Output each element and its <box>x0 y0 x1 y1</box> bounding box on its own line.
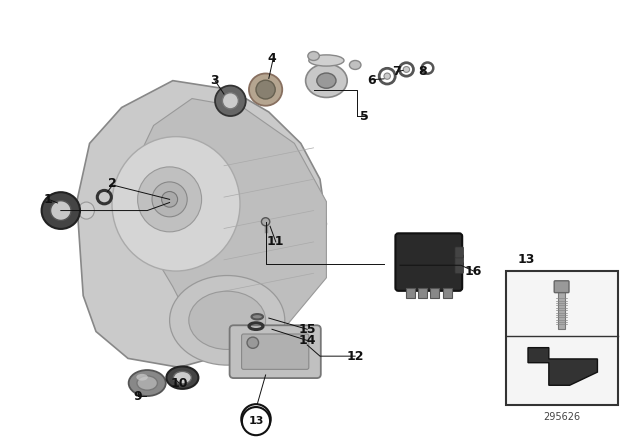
Ellipse shape <box>256 80 275 99</box>
Text: 12: 12 <box>346 349 364 363</box>
Text: 16: 16 <box>465 264 483 278</box>
Ellipse shape <box>249 73 282 106</box>
Ellipse shape <box>166 366 198 389</box>
Ellipse shape <box>403 67 410 72</box>
Polygon shape <box>528 348 598 385</box>
FancyBboxPatch shape <box>554 281 569 293</box>
Ellipse shape <box>223 93 238 109</box>
Ellipse shape <box>162 192 178 207</box>
Ellipse shape <box>261 218 270 226</box>
Ellipse shape <box>51 201 71 220</box>
FancyBboxPatch shape <box>419 288 428 298</box>
Text: 9: 9 <box>133 390 142 403</box>
Ellipse shape <box>42 192 80 229</box>
Text: 13: 13 <box>517 253 534 267</box>
Polygon shape <box>128 99 326 349</box>
Text: 8: 8 <box>418 65 427 78</box>
FancyBboxPatch shape <box>241 334 309 369</box>
Text: 295626: 295626 <box>543 412 580 422</box>
Ellipse shape <box>317 73 336 88</box>
Ellipse shape <box>152 182 188 217</box>
Ellipse shape <box>215 86 246 116</box>
Text: 10: 10 <box>170 376 188 390</box>
FancyBboxPatch shape <box>455 247 463 258</box>
Text: 13: 13 <box>248 416 264 426</box>
Text: 15: 15 <box>298 323 316 336</box>
Ellipse shape <box>247 337 259 349</box>
Text: 14: 14 <box>298 334 316 347</box>
Ellipse shape <box>308 55 344 66</box>
FancyBboxPatch shape <box>455 255 463 266</box>
Ellipse shape <box>170 276 285 365</box>
Ellipse shape <box>189 291 266 349</box>
Text: 4: 4 <box>268 52 276 65</box>
FancyBboxPatch shape <box>455 263 463 273</box>
FancyBboxPatch shape <box>443 288 452 298</box>
FancyBboxPatch shape <box>558 289 564 329</box>
Ellipse shape <box>252 314 263 319</box>
FancyBboxPatch shape <box>406 288 415 298</box>
Circle shape <box>242 407 270 435</box>
Text: 5: 5 <box>360 110 369 123</box>
Ellipse shape <box>349 60 361 69</box>
Ellipse shape <box>173 371 191 384</box>
Polygon shape <box>77 81 326 367</box>
Text: 6: 6 <box>367 74 376 87</box>
Text: 7: 7 <box>392 65 401 78</box>
Ellipse shape <box>138 167 202 232</box>
Ellipse shape <box>112 137 240 271</box>
Text: 3: 3 <box>210 74 219 87</box>
FancyBboxPatch shape <box>230 325 321 378</box>
Text: 1: 1 <box>44 193 52 206</box>
FancyBboxPatch shape <box>506 271 618 405</box>
Ellipse shape <box>79 202 95 219</box>
Ellipse shape <box>308 52 319 60</box>
FancyBboxPatch shape <box>396 233 462 291</box>
Ellipse shape <box>136 374 148 381</box>
Ellipse shape <box>306 64 347 98</box>
Text: 11: 11 <box>266 235 284 249</box>
Ellipse shape <box>129 370 166 396</box>
Circle shape <box>241 404 271 434</box>
FancyBboxPatch shape <box>430 288 439 298</box>
Text: 2: 2 <box>108 177 116 190</box>
Ellipse shape <box>384 73 390 79</box>
Ellipse shape <box>137 376 157 390</box>
